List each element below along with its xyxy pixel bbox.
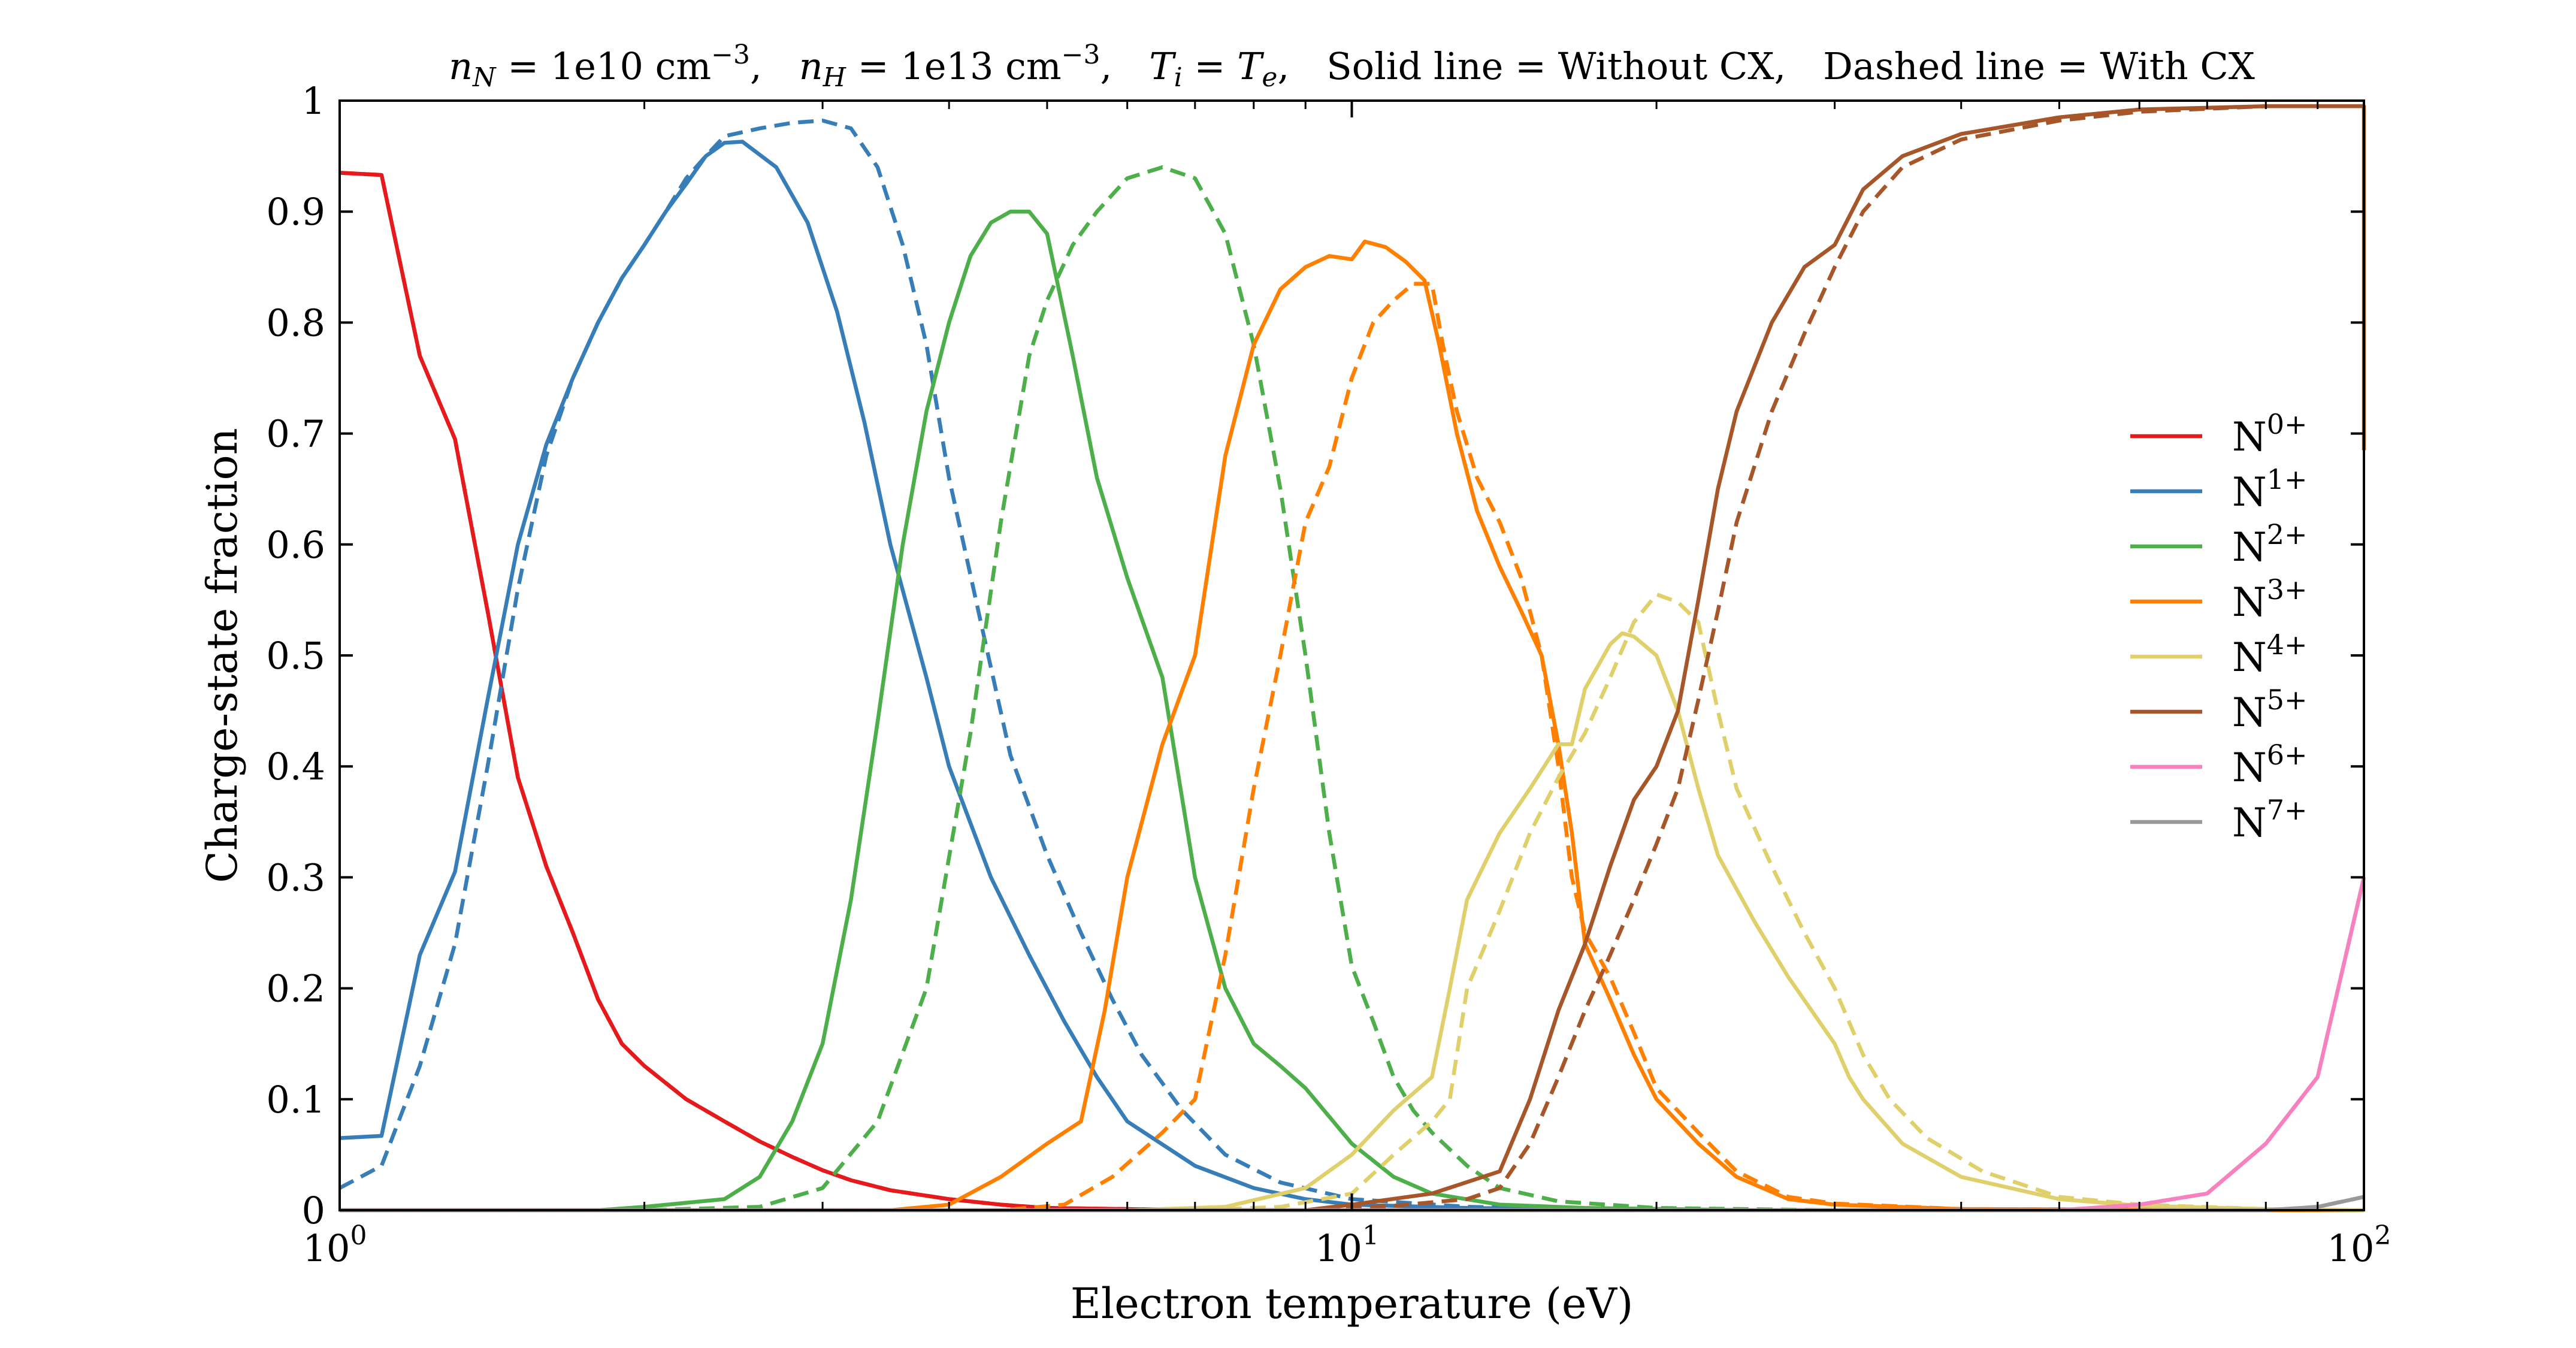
legend-item-n6plus: N6+ bbox=[2130, 739, 2308, 791]
legend-label-name: N bbox=[2232, 579, 2267, 625]
y-tick-label: 0 bbox=[302, 1189, 325, 1232]
series-line-n4plus-dashed bbox=[340, 592, 2365, 1213]
title-Ti-sym: T bbox=[1149, 44, 1177, 88]
series-line-n2plus-dashed bbox=[340, 165, 2364, 1213]
title-sep: , bbox=[750, 44, 799, 88]
legend-label-sup: 3+ bbox=[2267, 573, 2308, 606]
title-Te-sub: e bbox=[1262, 62, 1277, 93]
series-line-n3plus-dashed bbox=[340, 282, 2365, 1213]
title-nH-val: = 1e13 cm bbox=[846, 44, 1062, 88]
x-tick-exp: 2 bbox=[2374, 1220, 2391, 1251]
y-tick-label: 0.9 bbox=[266, 190, 325, 234]
title-Ti-sub: i bbox=[1174, 62, 1183, 93]
legend-label-name: N bbox=[2232, 634, 2267, 681]
legend-item-n3plus: N3+ bbox=[2130, 573, 2308, 625]
x-tick-label: 101 bbox=[1315, 1220, 1379, 1270]
chart-title: nN = 1e10 cm−3, nH = 1e13 cm−3, Ti = Te,… bbox=[449, 40, 2255, 93]
title-dashed: Dashed line = With CX bbox=[1823, 44, 2255, 88]
legend-label: N0+ bbox=[2232, 408, 2308, 460]
legend-label-sup: 4+ bbox=[2267, 628, 2308, 661]
legend-label-name: N bbox=[2232, 414, 2267, 460]
legend-item-n5plus: N5+ bbox=[2130, 684, 2308, 736]
title-eq: = bbox=[1183, 44, 1237, 88]
legend-label-name: N bbox=[2232, 745, 2267, 791]
y-tick-label: 0.3 bbox=[266, 856, 325, 899]
legend-label: N7+ bbox=[2232, 794, 2308, 846]
title-Te-sym: T bbox=[1237, 44, 1265, 88]
legend-item-n0plus: N0+ bbox=[2130, 408, 2308, 460]
y-axis-label: Charge-state fraction bbox=[198, 428, 247, 882]
legend-item-n2plus: N2+ bbox=[2130, 518, 2308, 570]
series-line-n5plus-solid bbox=[340, 104, 2366, 1213]
series-line-n5plus-dashed bbox=[340, 104, 2364, 1213]
legend-label-sup: 7+ bbox=[2267, 794, 2308, 826]
legend-label-sup: 5+ bbox=[2267, 684, 2308, 716]
y-tick-label: 1 bbox=[302, 79, 325, 123]
title-solid: Solid line = Without CX, bbox=[1326, 44, 1786, 88]
legend-label-sup: 1+ bbox=[2267, 463, 2308, 495]
legend-label-name: N bbox=[2232, 469, 2267, 515]
title-sep: , bbox=[1100, 44, 1150, 88]
title-nH-sub: H bbox=[823, 62, 847, 93]
x-tick-exp: 1 bbox=[1362, 1220, 1379, 1251]
x-tick-base: 10 bbox=[303, 1226, 350, 1270]
title-text: nN = 1e10 cm−3, nH = 1e13 cm−3, Ti = Te,… bbox=[449, 40, 2255, 93]
series-line-n1plus-solid bbox=[339, 140, 2364, 1213]
legend-label-name: N bbox=[2232, 524, 2267, 570]
y-tick-label: 0.5 bbox=[266, 634, 325, 678]
title-nN-sub: N bbox=[472, 62, 497, 93]
x-tick-base: 10 bbox=[2327, 1226, 2375, 1270]
title-nH-exp: −3 bbox=[1062, 40, 1100, 70]
series-line-n4plus-solid bbox=[340, 631, 2365, 1213]
legend-label: N5+ bbox=[2232, 684, 2308, 736]
title-nN-sym: n bbox=[449, 44, 473, 88]
series-line-n2plus-solid bbox=[340, 209, 2364, 1213]
x-tick-label: 100 bbox=[303, 1220, 367, 1270]
plot-background bbox=[340, 101, 2364, 1210]
legend-item-n1plus: N1+ bbox=[2130, 463, 2308, 515]
series-line-n3plus-solid bbox=[340, 239, 2365, 1213]
legend-label: N2+ bbox=[2232, 518, 2308, 570]
legend-label-name: N bbox=[2232, 690, 2267, 736]
y-tick-label: 0.6 bbox=[266, 523, 325, 567]
title-sep: , bbox=[1277, 44, 1326, 88]
legend: N0+N1+N2+N3+N4+N5+N6+N7+ bbox=[2130, 408, 2308, 846]
series-line-n1plus-dashed bbox=[338, 119, 2364, 1213]
legend-item-n4plus: N4+ bbox=[2130, 628, 2308, 681]
legend-label: N4+ bbox=[2232, 628, 2308, 681]
y-tick-label: 0.1 bbox=[266, 1078, 325, 1122]
legend-label-sup: 2+ bbox=[2267, 518, 2308, 551]
title-nH-sym: n bbox=[799, 44, 823, 88]
title-sep bbox=[1786, 44, 1823, 88]
legend-item-n7plus: N7+ bbox=[2130, 794, 2308, 846]
legend-label-sup: 6+ bbox=[2267, 739, 2308, 771]
title-nN-exp: −3 bbox=[711, 40, 750, 70]
plot-area bbox=[340, 101, 2364, 1210]
legend-label: N3+ bbox=[2232, 573, 2308, 625]
y-tick-label: 0.4 bbox=[266, 745, 325, 788]
axis-labels: Electron temperature (eV) Charge-state fr… bbox=[198, 428, 1633, 1328]
x-axis-label: Electron temperature (eV) bbox=[1071, 1279, 1634, 1328]
y-tick-label: 0.7 bbox=[266, 412, 325, 456]
title-nN-val: = 1e10 cm bbox=[496, 44, 712, 88]
x-tick-exp: 0 bbox=[350, 1220, 367, 1251]
y-tick-label: 0.2 bbox=[266, 967, 325, 1011]
x-tick-base: 10 bbox=[1315, 1226, 1362, 1270]
x-tick-label: 102 bbox=[2327, 1220, 2391, 1270]
legend-label: N6+ bbox=[2232, 739, 2308, 791]
y-tick-label: 0.8 bbox=[266, 301, 325, 344]
legend-label: N1+ bbox=[2232, 463, 2308, 515]
legend-label-sup: 0+ bbox=[2267, 408, 2308, 440]
legend-label-name: N bbox=[2232, 800, 2267, 846]
